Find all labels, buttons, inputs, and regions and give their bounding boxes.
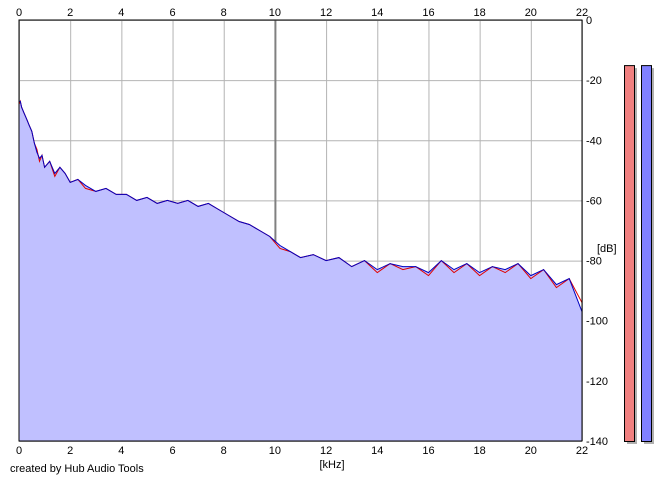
y-tick-label-0: 0 bbox=[586, 15, 592, 27]
level-meter-bar-2 bbox=[641, 65, 652, 442]
plot-frame bbox=[18, 19, 583, 442]
spectrum-area-fill bbox=[19, 101, 582, 441]
x-tick-label-top-5: 10 bbox=[269, 7, 281, 19]
y-tick-label-5: -100 bbox=[586, 316, 608, 328]
y-tick-label-3: -60 bbox=[586, 195, 602, 207]
x-tick-label-bottom-6: 12 bbox=[320, 445, 332, 457]
x-tick-label-bottom-10: 20 bbox=[525, 445, 537, 457]
x-tick-label-bottom-1: 2 bbox=[67, 445, 73, 457]
x-tick-label-bottom-8: 16 bbox=[422, 445, 434, 457]
x-tick-label-top-9: 18 bbox=[474, 7, 486, 19]
y-tick-label-2: -40 bbox=[586, 135, 602, 147]
x-tick-label-top-3: 6 bbox=[169, 7, 175, 19]
y-tick-label-7: -140 bbox=[586, 436, 608, 448]
y-tick-label-4: -80 bbox=[586, 256, 602, 268]
x-tick-label-top-0: 0 bbox=[16, 7, 22, 19]
x-tick-label-bottom-4: 8 bbox=[221, 445, 227, 457]
x-tick-label-top-2: 4 bbox=[118, 7, 124, 19]
level-meters bbox=[624, 65, 654, 444]
spectrum-area bbox=[19, 101, 582, 441]
x-axis-unit-label: [kHz] bbox=[319, 459, 344, 471]
x-tick-label-bottom-9: 18 bbox=[474, 445, 486, 457]
x-tick-label-top-4: 8 bbox=[221, 7, 227, 19]
x-tick-label-bottom-5: 10 bbox=[269, 445, 281, 457]
x-tick-label-top-1: 2 bbox=[67, 7, 73, 19]
y-axis-unit-label: [dB] bbox=[597, 243, 617, 255]
credit-text: created by Hub Audio Tools bbox=[10, 463, 144, 475]
spectrum-series-line-2 bbox=[19, 100, 583, 312]
spectrum-lines bbox=[18, 99, 583, 312]
x-tick-label-bottom-3: 6 bbox=[169, 445, 175, 457]
level-meter-bar-1 bbox=[624, 65, 635, 442]
y-tick-label-1: -20 bbox=[586, 75, 602, 87]
x-tick-label-bottom-7: 14 bbox=[371, 445, 383, 457]
x-tick-label-top-7: 14 bbox=[371, 7, 383, 19]
y-tick-label-6: -120 bbox=[586, 376, 608, 388]
x-tick-label-bottom-0: 0 bbox=[16, 445, 22, 457]
axis-ticks: 002244668810101212141416161818202022220-… bbox=[16, 7, 608, 457]
x-tick-label-top-6: 12 bbox=[320, 7, 332, 19]
x-tick-label-top-8: 16 bbox=[422, 7, 434, 19]
x-tick-label-top-10: 20 bbox=[525, 7, 537, 19]
x-tick-label-bottom-11: 22 bbox=[576, 445, 588, 457]
x-tick-label-bottom-2: 4 bbox=[118, 445, 124, 457]
x-tick-label-top-11: 22 bbox=[576, 7, 588, 19]
